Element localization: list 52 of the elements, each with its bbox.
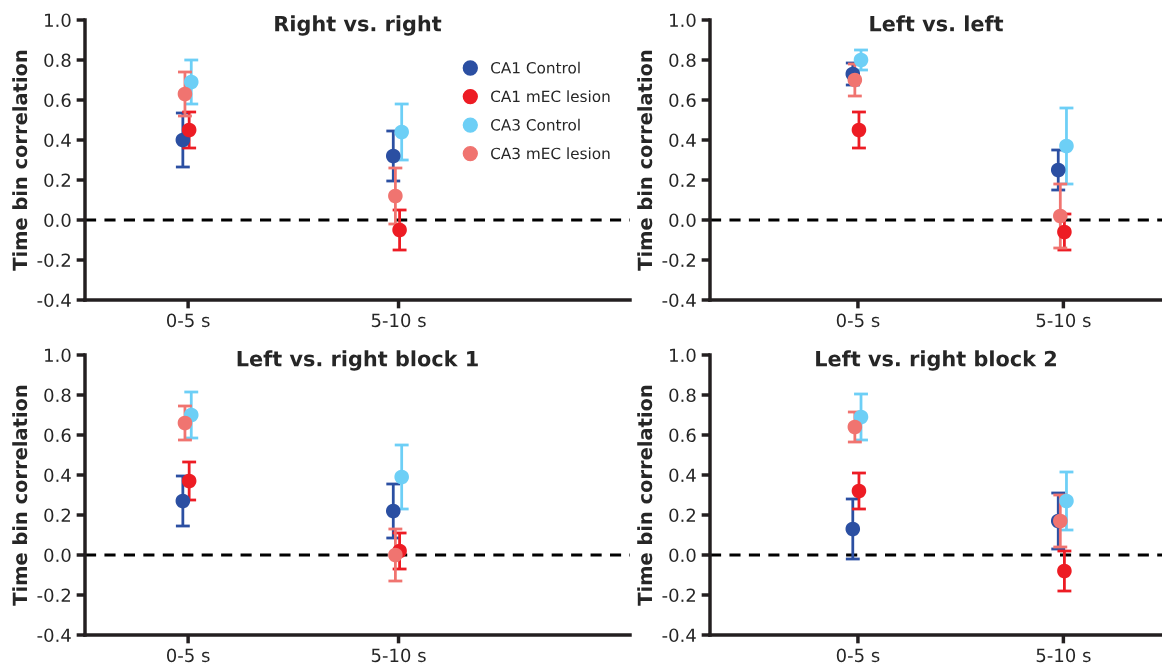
y-tick-label: -0.4 [662,293,696,308]
y-tick-label: 0.8 [669,388,696,403]
x-tick-label: 5-10 s [1036,648,1091,663]
y-tick-label: 1.0 [670,13,696,28]
y-axis-title: Time bin correlation [12,50,28,271]
legend-label: CA1 mEC lesion [491,90,610,103]
y-tick-label: 0.0 [669,548,696,563]
y-axis-title: Time bin correlation [12,385,28,606]
y-tick-label: -0.2 [662,253,695,268]
chart-title: Right vs. right [275,15,442,36]
y-tick-label: 1.0 [45,13,71,28]
x-tick-label: 0-5 s [166,648,210,663]
x-tick-label: 5-10 s [1036,313,1091,328]
y-tick-label: -0.2 [662,588,695,603]
y-tick-label: -0.4 [37,293,71,308]
y-tick-label: -0.2 [37,588,70,603]
legend-label: CA3 Control [491,118,580,131]
y-tick-label: 0.4 [669,468,696,483]
chart-title: Left vs. right block 1 [237,350,478,371]
y-tick-label: 0.6 [44,93,71,108]
legend-label: CA3 mEC lesion [491,147,610,160]
y-tick-label: 0.4 [44,468,71,483]
y-tick-label: 0.2 [669,508,695,523]
y-tick-label: 0.4 [44,133,71,148]
y-tick-label: 0.6 [669,93,696,108]
x-tick-label: 5-10 s [371,313,426,328]
x-tick-label: 0-5 s [166,313,210,328]
y-axis-title: Time bin correlation [637,50,653,271]
y-tick-label: 0.0 [669,213,696,228]
y-tick-label: 1.0 [45,348,71,363]
y-tick-label: 0.2 [669,173,695,188]
y-tick-label: 0.8 [44,53,71,68]
y-tick-label: -0.4 [37,628,71,643]
x-tick-label: 5-10 s [371,648,426,663]
x-tick-label: 0-5 s [836,648,880,663]
y-tick-label: 1.0 [670,348,696,363]
y-axis-title: Time bin correlation [637,385,653,606]
chart-title: Left vs. left [870,15,1004,32]
y-tick-label: 0.4 [669,133,696,148]
x-tick-label: 0-5 s [836,313,880,328]
y-tick-label: 0.2 [44,173,70,188]
y-tick-label: -0.4 [662,628,696,643]
y-tick-label: 0.2 [44,508,70,523]
y-tick-label: 0.6 [669,428,696,443]
y-tick-label: 0.6 [44,428,71,443]
y-tick-label: 0.0 [44,213,71,228]
y-tick-label: -0.2 [37,253,70,268]
legend-label: CA1 Control [491,61,580,74]
y-tick-label: 0.8 [44,388,71,403]
y-tick-label: 0.0 [44,548,71,563]
y-tick-label: 0.8 [669,53,696,68]
chart-title: Left vs. right block 2 [816,350,1056,371]
